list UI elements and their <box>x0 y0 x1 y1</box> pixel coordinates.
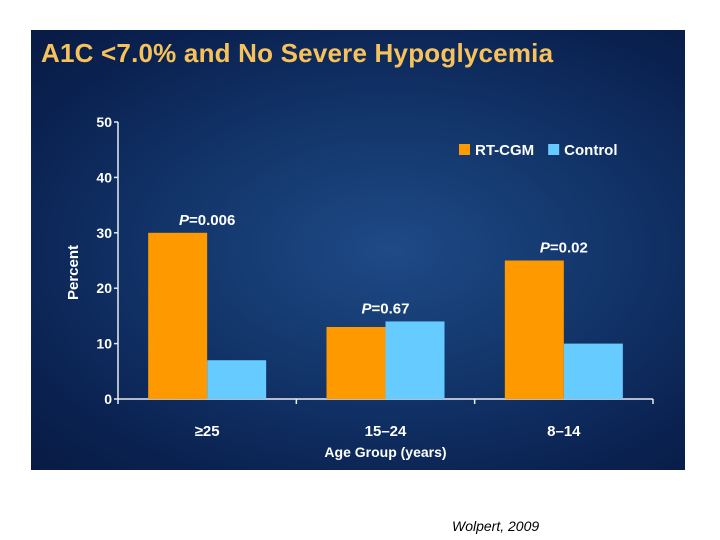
legend-swatch <box>548 144 560 155</box>
p-value-annotation: P=0.02 <box>540 240 588 257</box>
y-tick-label: 20 <box>96 280 112 296</box>
bar-control <box>207 360 267 399</box>
y-tick-label: 30 <box>96 225 112 241</box>
legend-label: RT-CGM <box>475 142 534 159</box>
bar-rt-cgm <box>326 326 386 399</box>
bar-control <box>385 321 445 399</box>
bar-rt-cgm <box>504 260 564 399</box>
p-value-annotation: P=0.67 <box>362 300 410 317</box>
y-tick-label: 10 <box>96 336 112 352</box>
x-tick-label: ≥25 <box>195 423 220 440</box>
citation: Wolpert, 2009 <box>452 518 540 534</box>
legend-swatch <box>459 144 470 155</box>
x-tick-label: 8–14 <box>547 423 581 440</box>
p-value-annotation: P=0.006 <box>179 212 235 229</box>
slide-title: A1C <7.0% and No Severe Hypoglycemia <box>41 38 554 68</box>
y-tick-label: 40 <box>96 169 112 185</box>
y-tick-label: 0 <box>104 391 112 407</box>
x-axis-title: Age Group (years) <box>324 444 446 460</box>
bar-control <box>563 343 623 399</box>
bar-chart: 0 10 20 30 40 50 Percent ≥25 P=0.006 15–24 P=0.67 8… <box>65 114 654 460</box>
x-tick-label: 15–24 <box>365 423 407 440</box>
slide-panel: A1C <7.0% and No Severe Hypoglycemia 0 10… <box>31 30 685 470</box>
y-axis-title: Percent <box>65 245 82 300</box>
y-tick-label: 50 <box>96 114 112 130</box>
legend-label: Control <box>564 142 617 159</box>
bar-rt-cgm <box>148 232 208 399</box>
